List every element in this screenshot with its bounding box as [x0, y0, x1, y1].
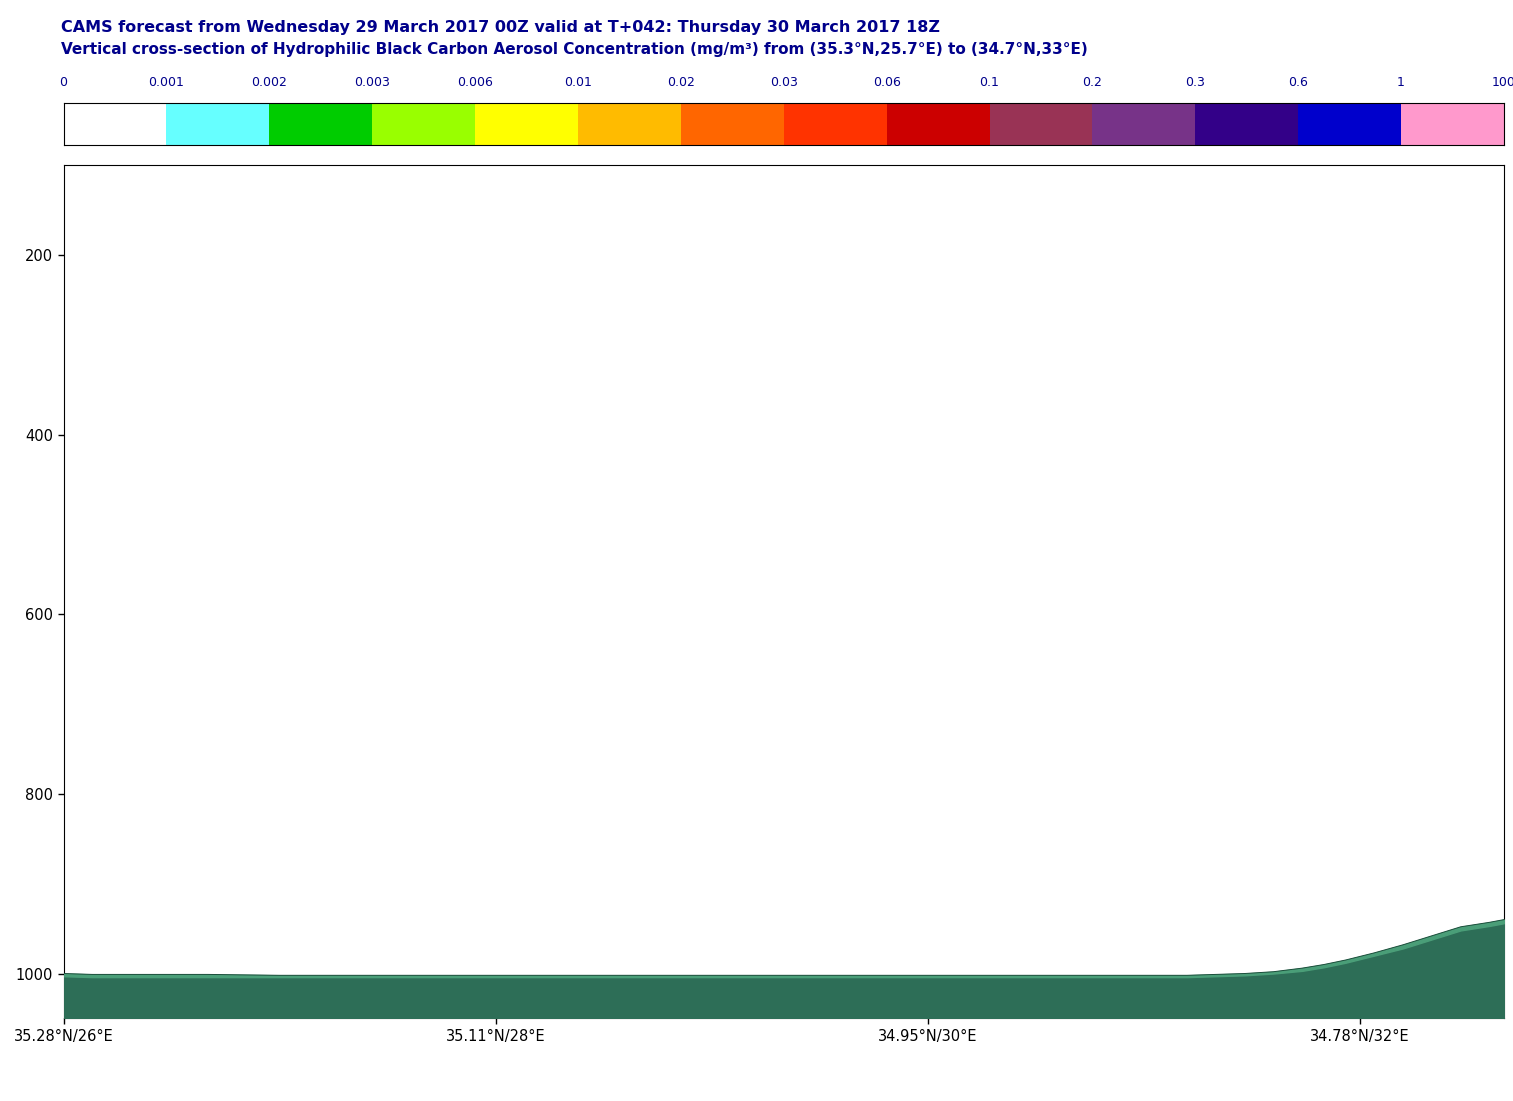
Text: 0.001: 0.001 [148, 76, 185, 89]
Text: 0.01: 0.01 [564, 76, 592, 89]
Bar [990, 103, 1092, 145]
Text: 0.3: 0.3 [1185, 76, 1206, 89]
Text: 0.6: 0.6 [1288, 76, 1309, 89]
Bar [475, 103, 578, 145]
Text: 100: 100 [1492, 76, 1513, 89]
Bar [1401, 103, 1504, 145]
Text: 0.06: 0.06 [873, 76, 900, 89]
Text: 0.006: 0.006 [457, 76, 493, 89]
Bar [1092, 103, 1195, 145]
Bar [578, 103, 681, 145]
Text: CAMS forecast from Wednesday 29 March 2017 00Z valid at T+042: Thursday 30 March: CAMS forecast from Wednesday 29 March 20… [61, 20, 940, 35]
Bar [166, 103, 269, 145]
Bar [681, 103, 784, 145]
Bar [887, 103, 990, 145]
Text: 0.002: 0.002 [251, 76, 287, 89]
Text: 0.1: 0.1 [979, 76, 1000, 89]
Bar [269, 103, 372, 145]
Bar [1298, 103, 1401, 145]
Bar [372, 103, 475, 145]
Text: 0: 0 [59, 76, 68, 89]
Text: 0.2: 0.2 [1082, 76, 1103, 89]
Text: 0.003: 0.003 [354, 76, 390, 89]
Text: 1: 1 [1396, 76, 1406, 89]
Text: Vertical cross-section of Hydrophilic Black Carbon Aerosol Concentration (mg/m³): Vertical cross-section of Hydrophilic Bl… [61, 42, 1088, 57]
Bar [1195, 103, 1298, 145]
Text: 0.02: 0.02 [667, 76, 694, 89]
Bar [64, 103, 166, 145]
Text: 0.03: 0.03 [770, 76, 797, 89]
Bar [784, 103, 887, 145]
